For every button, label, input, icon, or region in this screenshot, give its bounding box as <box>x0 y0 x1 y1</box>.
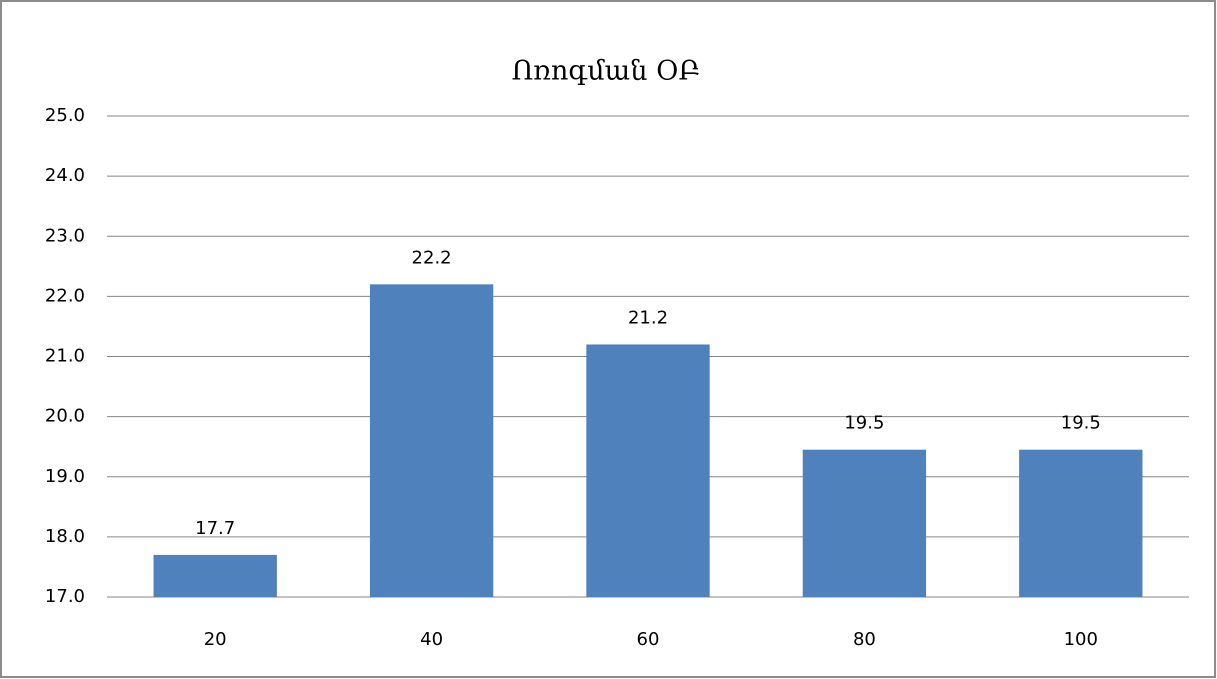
y-tick-label: 19.0 <box>45 466 85 487</box>
x-tick-label: 40 <box>420 629 443 650</box>
y-tick-label: 18.0 <box>45 526 85 547</box>
data-label: 19.5 <box>1061 413 1101 434</box>
y-tick-label: 20.0 <box>45 406 85 427</box>
data-label: 21.2 <box>628 307 668 328</box>
data-label: 17.7 <box>195 518 235 539</box>
bar <box>369 284 494 597</box>
x-tick-label: 80 <box>853 629 876 650</box>
y-tick-label: 23.0 <box>45 225 85 246</box>
y-tick-label: 24.0 <box>45 165 85 186</box>
x-tick-label: 60 <box>637 629 660 650</box>
bar <box>802 449 927 597</box>
y-tick-label: 25.0 <box>45 105 85 126</box>
y-tick-label: 22.0 <box>45 285 85 306</box>
data-label: 19.5 <box>844 413 884 434</box>
x-tick-label: 100 <box>1064 629 1098 650</box>
bar <box>586 344 710 597</box>
x-tick-label: 20 <box>204 629 227 650</box>
chart-title: Ոռոգման ՕԲ <box>512 56 701 87</box>
y-tick-label: 21.0 <box>45 346 85 367</box>
bar <box>1019 449 1143 597</box>
data-label: 22.2 <box>412 247 452 268</box>
bar <box>153 554 277 597</box>
y-tick-label: 17.0 <box>45 586 85 607</box>
